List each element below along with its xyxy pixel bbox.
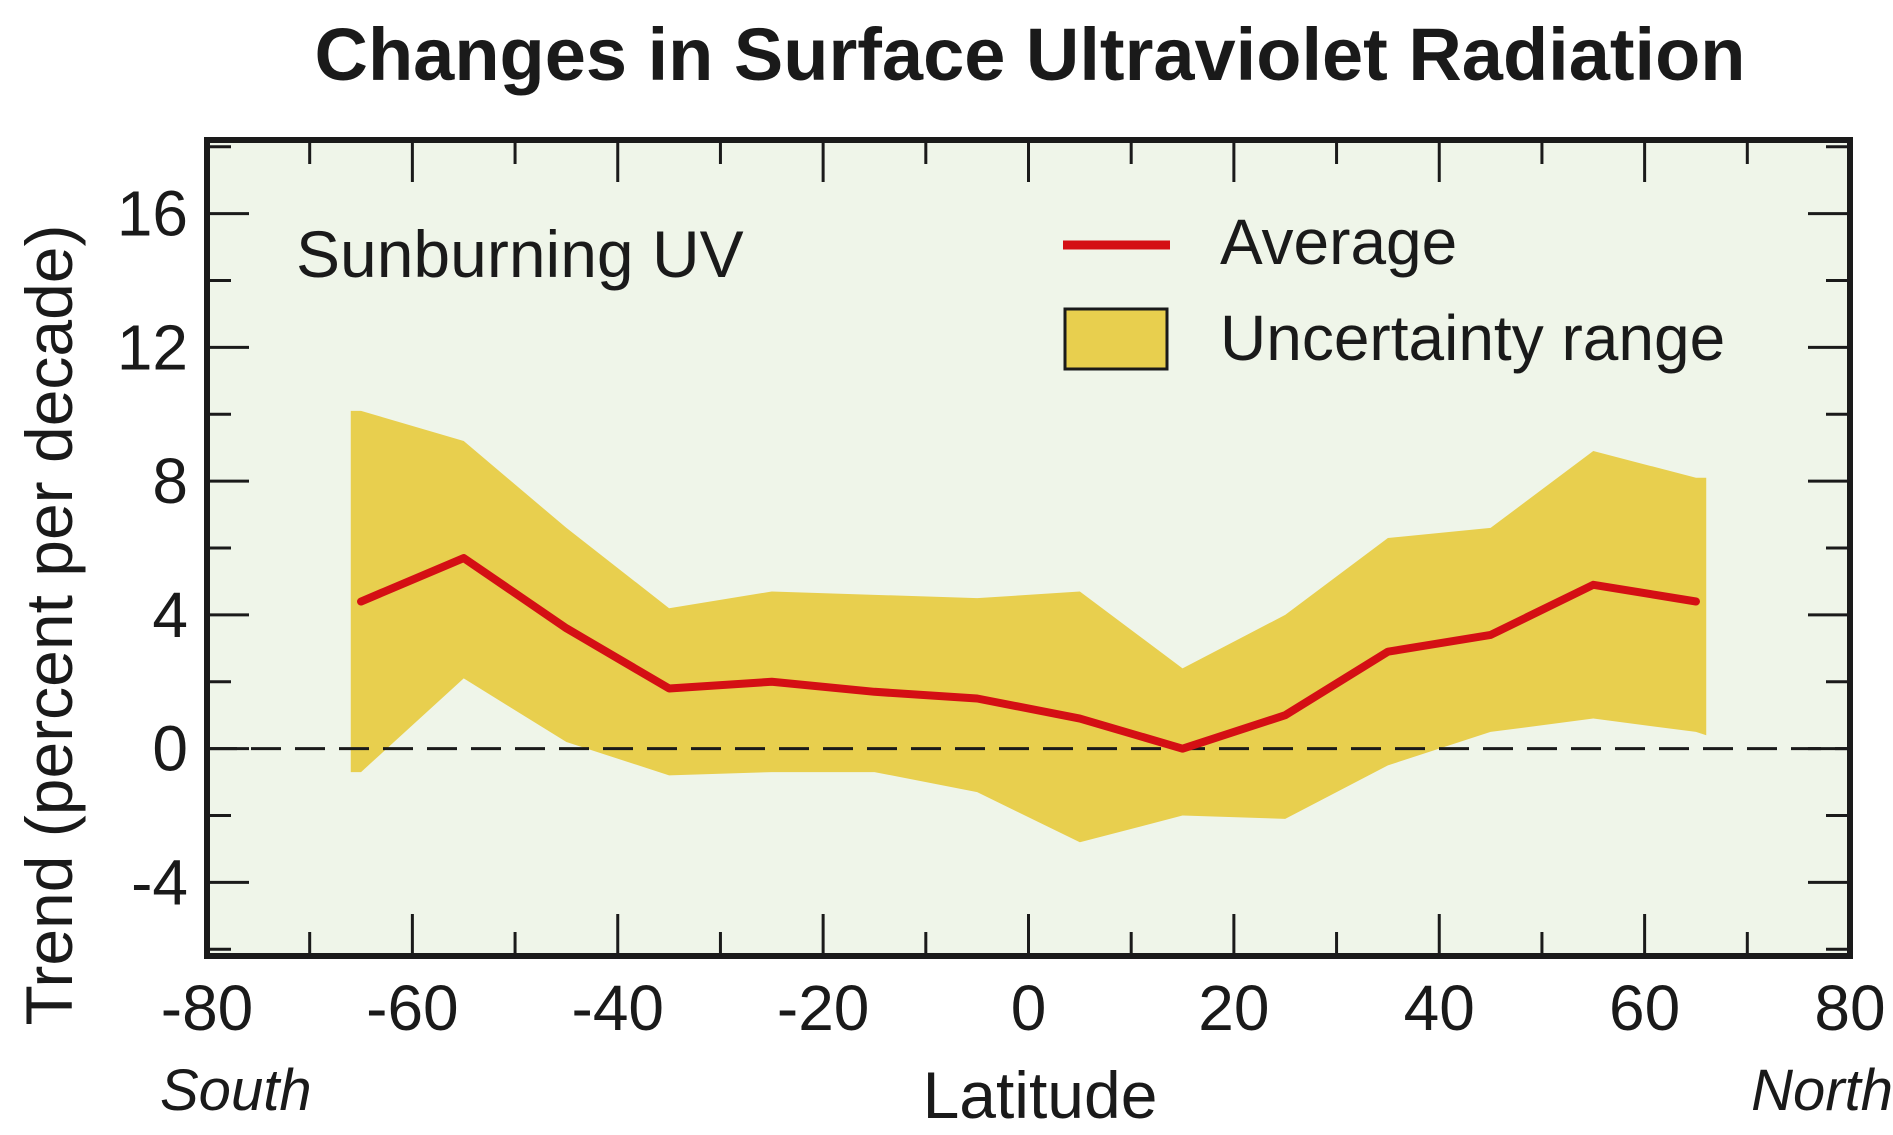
- x-axis-north-note: North: [1751, 1058, 1893, 1123]
- x-tick-labels: -80 -60 -40 -20 0 20 40 60 80: [161, 972, 1886, 1044]
- y-tick-labels: -4 0 4 8 12 16: [117, 178, 188, 919]
- x-tick-label: 40: [1404, 972, 1475, 1044]
- y-tick-label: 8: [152, 445, 188, 517]
- x-tick-label: -60: [366, 972, 459, 1044]
- sunburning-uv-annotation: Sunburning UV: [296, 217, 744, 291]
- x-axis-label: Latitude: [923, 1058, 1158, 1132]
- x-tick-label: 60: [1609, 972, 1680, 1044]
- x-tick-label: 0: [1011, 972, 1047, 1044]
- x-tick-label: 80: [1814, 972, 1885, 1044]
- x-axis-south-note: South: [160, 1058, 312, 1123]
- y-tick-label: 0: [152, 713, 188, 785]
- chart-title: Changes in Surface Ultraviolet Radiation: [315, 13, 1746, 96]
- x-tick-label: -40: [572, 972, 665, 1044]
- y-tick-label: 12: [117, 311, 188, 383]
- legend-uncertainty-label: Uncertainty range: [1220, 302, 1725, 374]
- x-tick-label: -20: [777, 972, 870, 1044]
- average-series-line: [357, 554, 1700, 753]
- y-axis-label: Trend (percent per decade): [12, 225, 86, 1026]
- x-tick-label: 20: [1198, 972, 1269, 1044]
- uncertainty-range-band: [350, 410, 1707, 843]
- y-tick-label: 16: [117, 178, 188, 250]
- x-tick-label: -80: [161, 972, 254, 1044]
- y-tick-label: -4: [131, 846, 188, 918]
- legend: Average Uncertainty range: [1063, 206, 1725, 374]
- y-tick-label: 4: [152, 579, 188, 651]
- legend-average-label: Average: [1220, 206, 1457, 278]
- plot-frame: [204, 137, 1853, 959]
- legend-uncertainty-swatch: [1063, 307, 1169, 371]
